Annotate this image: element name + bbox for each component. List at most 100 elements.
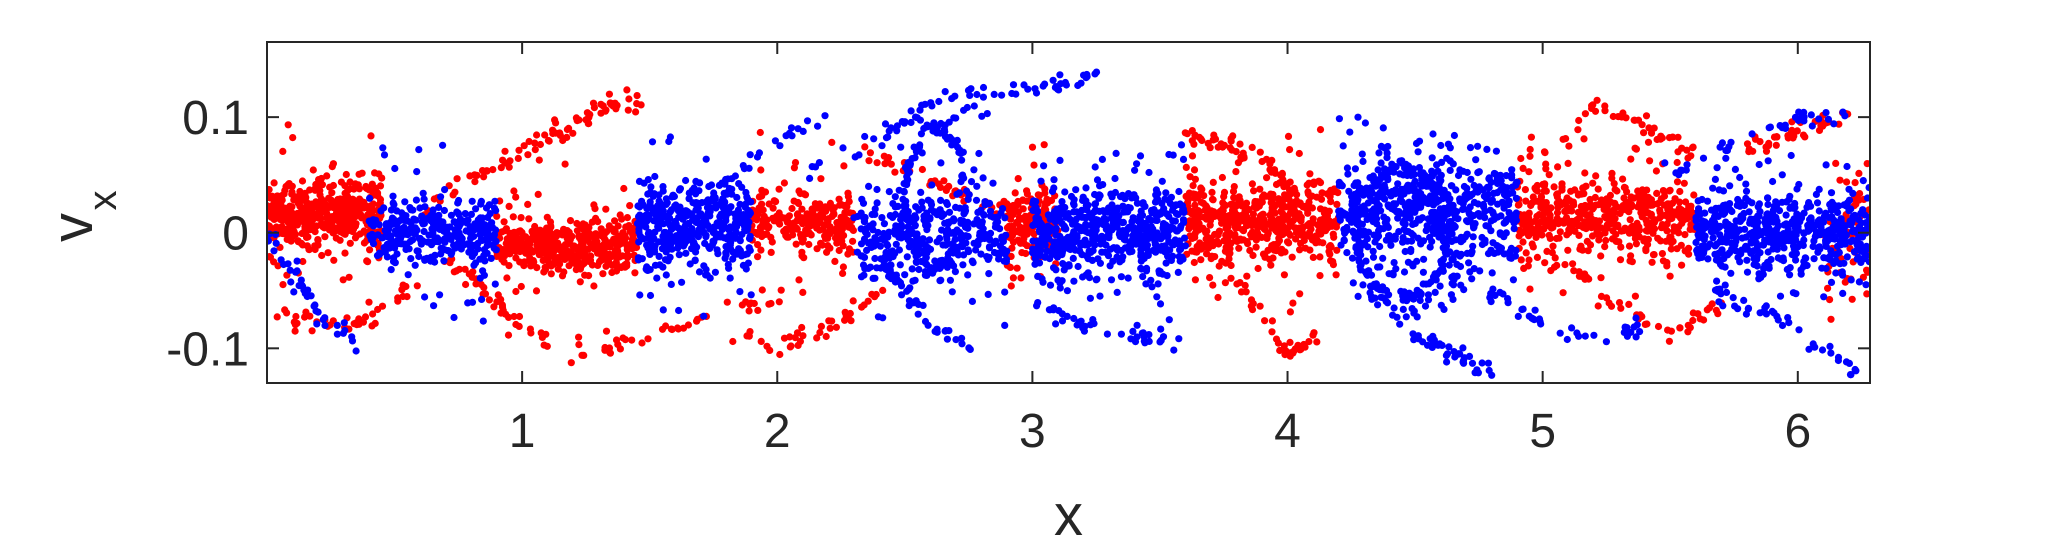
series-2-point <box>891 193 899 201</box>
series-2-point <box>1076 224 1085 232</box>
series-1-point <box>325 194 333 202</box>
series-2-point <box>468 197 476 205</box>
series-1-point <box>1665 337 1673 345</box>
series-2-point <box>413 247 421 255</box>
series-2-point <box>1472 156 1480 164</box>
series-2-point <box>675 306 683 315</box>
series-1-point <box>1206 144 1214 152</box>
series-2-point <box>427 257 435 265</box>
series-1-point <box>807 231 815 239</box>
series-1-point <box>1575 190 1583 198</box>
series-1-point <box>1556 228 1564 236</box>
series-1-point <box>1243 272 1251 280</box>
series-1-point <box>528 235 536 244</box>
series-1-point <box>840 162 848 170</box>
series-1-point <box>1581 169 1589 177</box>
series-2-point <box>665 137 673 146</box>
series-1-point <box>291 321 299 329</box>
series-1-point <box>305 208 313 216</box>
series-1-point <box>868 290 876 298</box>
series-1-point <box>517 214 525 222</box>
series-1-point <box>1286 338 1294 346</box>
series-2-point <box>886 212 894 220</box>
series-1-point <box>1280 271 1288 279</box>
series-2-point <box>1484 222 1492 230</box>
series-2-point <box>1031 255 1039 263</box>
series-1-point <box>1562 135 1570 143</box>
series-1-point <box>621 261 629 269</box>
series-2-point <box>732 229 740 237</box>
series-1-point <box>565 124 573 132</box>
series-2-point <box>1067 233 1075 241</box>
series-2-point <box>738 183 746 191</box>
series-2-point <box>937 159 945 167</box>
series-1-point <box>1658 134 1666 142</box>
series-1-point <box>341 211 349 219</box>
series-1-point <box>295 211 303 219</box>
series-2-point <box>1146 234 1154 242</box>
series-1-point <box>501 147 509 155</box>
series-2-point <box>733 193 741 202</box>
series-2-point <box>1034 272 1042 280</box>
series-2-point <box>659 306 667 314</box>
series-1-point <box>1245 206 1253 214</box>
series-1-point <box>1644 138 1653 146</box>
series-2-point <box>675 251 683 259</box>
series-1-point <box>1257 220 1266 228</box>
series-1-point <box>500 247 508 255</box>
series-2-point <box>1053 253 1062 261</box>
series-2-point <box>1488 269 1496 277</box>
series-2-point <box>1052 266 1060 274</box>
series-2-point <box>435 203 443 211</box>
series-2-point <box>1115 212 1123 220</box>
series-2-point <box>1179 155 1188 163</box>
series-1-point <box>510 187 518 195</box>
series-1-point <box>349 216 357 224</box>
series-1-point <box>624 106 632 114</box>
series-2-point <box>636 291 644 299</box>
series-1-point <box>684 321 693 329</box>
series-1-point <box>770 197 778 205</box>
series-1-point <box>267 186 273 194</box>
series-1-point <box>329 200 337 209</box>
series-1-point <box>1220 237 1228 245</box>
series-2-point <box>1424 224 1432 232</box>
series-2-point <box>706 212 714 220</box>
series-2-point <box>1447 182 1455 190</box>
series-2-point <box>1377 142 1385 150</box>
series-2-point <box>484 229 492 237</box>
series-2-point <box>441 186 449 194</box>
series-2-point <box>682 176 690 185</box>
series-1-point <box>1684 154 1692 162</box>
series-2-point <box>1172 238 1180 246</box>
series-2-point <box>1456 166 1464 174</box>
series-1-point <box>839 263 848 271</box>
series-2-point <box>1474 210 1483 218</box>
series-1-point <box>1258 193 1267 201</box>
series-2-point <box>443 224 451 232</box>
series-2-point <box>419 189 427 197</box>
series-1-point <box>346 239 354 247</box>
series-1-point <box>1616 256 1625 264</box>
series-1-point <box>816 200 824 208</box>
series-1-point <box>1632 240 1640 248</box>
series-1-point <box>1195 214 1203 222</box>
series-2-point <box>1385 189 1393 197</box>
series-2-point <box>691 256 699 264</box>
series-1-point <box>270 212 278 220</box>
series-1-point <box>1526 285 1534 293</box>
series-1-point <box>1190 140 1198 148</box>
series-2-point <box>1029 199 1037 208</box>
series-2-point <box>1065 261 1073 269</box>
series-2-point <box>729 255 737 263</box>
series-2-point <box>1508 174 1516 182</box>
series-2-point <box>973 182 981 190</box>
series-1-point <box>1601 213 1609 221</box>
series-1-point <box>1218 173 1226 182</box>
series-1-point <box>1248 143 1256 151</box>
series-1-point <box>1611 199 1619 207</box>
series-1-point <box>1326 218 1335 226</box>
series-1-point <box>555 229 563 237</box>
series-1-point <box>585 272 593 280</box>
series-1-point <box>828 138 836 146</box>
